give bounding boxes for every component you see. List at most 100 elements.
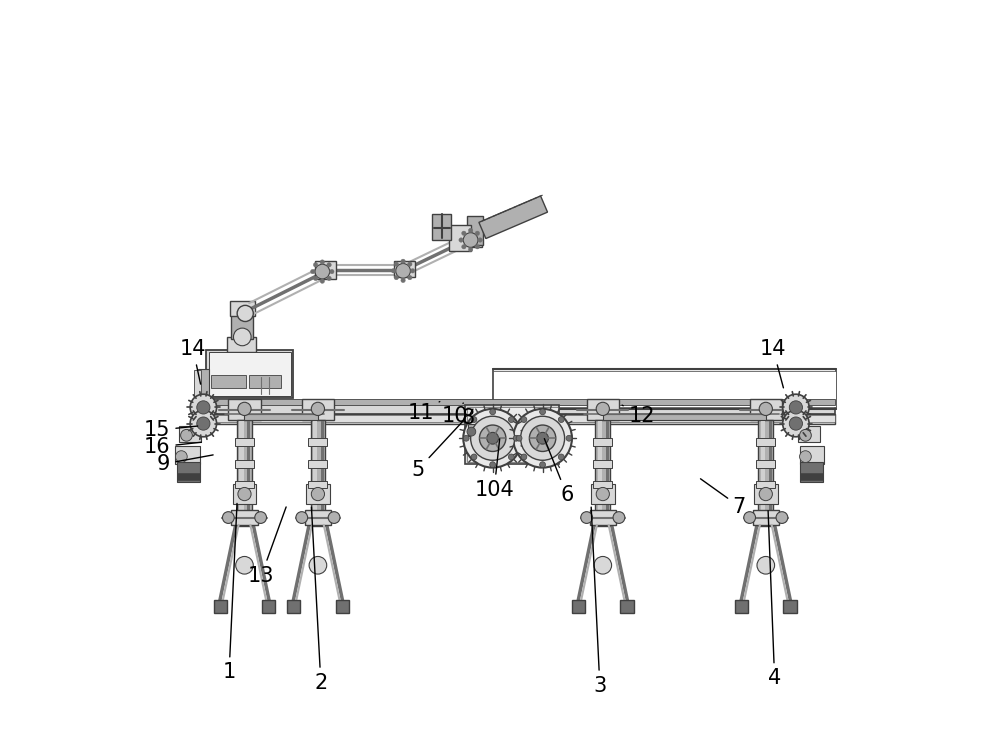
- Bar: [479, 196, 548, 239]
- Bar: [591, 483, 615, 504]
- Bar: [753, 510, 779, 525]
- Circle shape: [296, 511, 308, 523]
- Circle shape: [238, 487, 251, 500]
- Circle shape: [471, 416, 515, 461]
- Circle shape: [757, 556, 775, 574]
- Bar: [756, 461, 775, 467]
- Circle shape: [190, 394, 217, 421]
- Circle shape: [513, 436, 519, 441]
- Circle shape: [558, 454, 564, 460]
- Circle shape: [467, 427, 476, 436]
- Circle shape: [613, 511, 625, 523]
- Circle shape: [311, 270, 315, 273]
- Circle shape: [558, 416, 564, 422]
- Circle shape: [783, 394, 809, 421]
- Bar: [756, 481, 775, 488]
- Circle shape: [540, 462, 546, 467]
- Text: 8: 8: [461, 408, 474, 428]
- Circle shape: [789, 417, 802, 430]
- Circle shape: [237, 305, 253, 321]
- Bar: [750, 399, 782, 420]
- Bar: [211, 375, 246, 388]
- Circle shape: [327, 276, 331, 281]
- Bar: [198, 416, 835, 422]
- Circle shape: [759, 402, 772, 416]
- Circle shape: [529, 425, 556, 452]
- Bar: [177, 472, 200, 480]
- Bar: [227, 337, 256, 352]
- Circle shape: [759, 487, 772, 500]
- Circle shape: [463, 436, 469, 441]
- Circle shape: [394, 276, 399, 280]
- Bar: [235, 461, 254, 467]
- Bar: [462, 231, 482, 247]
- Text: 13: 13: [248, 507, 286, 586]
- Text: 14: 14: [180, 340, 206, 384]
- Circle shape: [408, 276, 412, 280]
- Bar: [231, 510, 258, 525]
- Bar: [595, 420, 610, 526]
- Bar: [198, 368, 209, 398]
- Bar: [572, 600, 585, 613]
- Bar: [209, 352, 291, 397]
- Circle shape: [521, 454, 527, 460]
- Bar: [756, 439, 775, 446]
- Circle shape: [783, 411, 809, 437]
- Bar: [468, 425, 477, 436]
- Circle shape: [197, 417, 210, 430]
- Bar: [214, 600, 227, 613]
- Circle shape: [320, 279, 325, 283]
- Circle shape: [462, 231, 466, 235]
- Circle shape: [537, 433, 548, 444]
- Circle shape: [330, 270, 334, 273]
- Circle shape: [490, 462, 496, 467]
- Bar: [321, 422, 324, 525]
- Bar: [598, 422, 602, 525]
- Circle shape: [513, 409, 572, 467]
- Bar: [198, 404, 835, 414]
- Circle shape: [311, 402, 325, 416]
- Circle shape: [468, 228, 473, 233]
- Circle shape: [508, 454, 514, 460]
- Bar: [336, 600, 349, 613]
- Text: 16: 16: [144, 437, 201, 457]
- Text: 4: 4: [768, 511, 781, 688]
- Circle shape: [408, 262, 412, 266]
- Bar: [262, 600, 275, 613]
- Circle shape: [471, 454, 477, 460]
- Circle shape: [190, 411, 217, 437]
- Circle shape: [197, 401, 210, 414]
- Circle shape: [508, 416, 514, 422]
- Bar: [449, 226, 471, 251]
- Circle shape: [490, 409, 496, 415]
- Bar: [394, 262, 415, 277]
- Bar: [311, 420, 325, 526]
- Bar: [758, 420, 773, 526]
- Bar: [467, 216, 483, 245]
- Text: 6: 6: [544, 439, 574, 505]
- Bar: [247, 422, 250, 525]
- Circle shape: [327, 262, 331, 267]
- Bar: [603, 414, 766, 420]
- Bar: [198, 414, 835, 424]
- Bar: [493, 371, 836, 407]
- Bar: [179, 426, 201, 442]
- Circle shape: [181, 430, 192, 441]
- Circle shape: [776, 511, 788, 523]
- Bar: [175, 447, 200, 464]
- Bar: [308, 439, 327, 446]
- Circle shape: [396, 264, 410, 278]
- Circle shape: [233, 328, 251, 346]
- Bar: [228, 399, 261, 420]
- Circle shape: [391, 269, 396, 273]
- Text: 15: 15: [144, 420, 198, 440]
- Bar: [315, 262, 336, 279]
- Bar: [800, 447, 824, 464]
- Text: 12: 12: [622, 405, 655, 426]
- Text: 1: 1: [222, 503, 237, 682]
- Bar: [230, 301, 255, 315]
- Text: 9: 9: [157, 454, 213, 474]
- Circle shape: [401, 278, 405, 282]
- Circle shape: [540, 409, 546, 415]
- Bar: [593, 439, 612, 446]
